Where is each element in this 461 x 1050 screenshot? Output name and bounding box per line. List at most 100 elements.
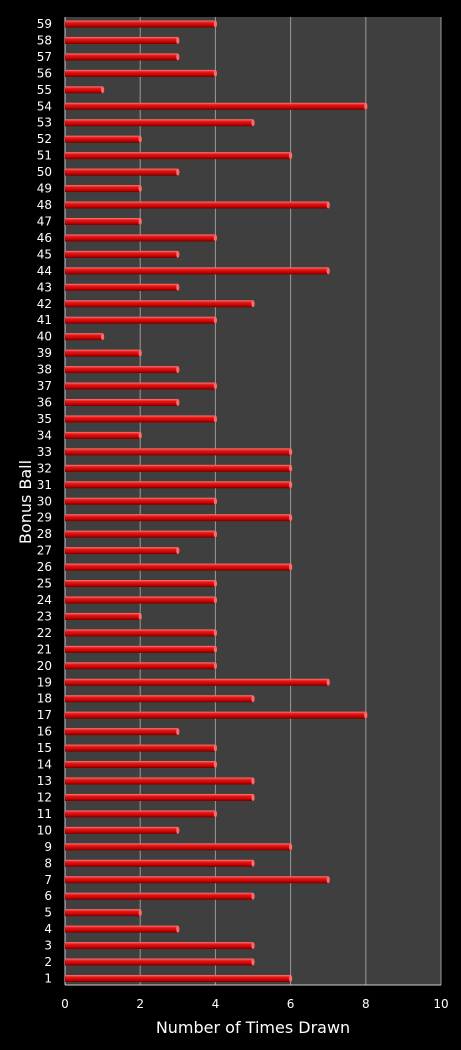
bar-cap bbox=[213, 596, 217, 604]
y-tick-label: 17 bbox=[37, 708, 52, 722]
bar-body bbox=[65, 267, 329, 275]
bar-cap bbox=[213, 69, 217, 77]
bar bbox=[65, 826, 180, 834]
bar-body bbox=[65, 925, 178, 933]
bar-body bbox=[65, 69, 216, 77]
bar-cap bbox=[176, 399, 180, 407]
bar bbox=[65, 744, 217, 752]
bar-body bbox=[65, 678, 329, 686]
y-tick-label: 16 bbox=[37, 725, 52, 739]
bar-body bbox=[65, 876, 329, 884]
bar bbox=[65, 201, 330, 209]
y-tick-label: 46 bbox=[37, 231, 52, 245]
bar-body bbox=[65, 629, 216, 637]
y-tick-label: 51 bbox=[37, 149, 52, 163]
bar-cap bbox=[176, 728, 180, 736]
bar-cap bbox=[213, 20, 217, 28]
bar bbox=[65, 86, 105, 94]
bar bbox=[65, 152, 293, 160]
bar-cap bbox=[176, 36, 180, 44]
x-tick-label: 8 bbox=[362, 997, 370, 1011]
y-axis-label: Bonus Ball bbox=[16, 460, 35, 544]
bar-body bbox=[65, 283, 178, 291]
bar-cap bbox=[289, 975, 293, 982]
bar-cap bbox=[213, 810, 217, 818]
bar bbox=[65, 431, 142, 439]
bar bbox=[65, 53, 180, 61]
y-tick-label: 47 bbox=[37, 214, 52, 228]
x-tick-label: 4 bbox=[212, 997, 220, 1011]
bar bbox=[65, 234, 217, 242]
bar-body bbox=[65, 366, 178, 374]
bar bbox=[65, 168, 180, 176]
bar-cap bbox=[364, 711, 368, 719]
y-tick-label: 20 bbox=[37, 659, 52, 673]
bar-cap bbox=[251, 793, 255, 801]
bar-cap bbox=[289, 448, 293, 456]
bar-cap bbox=[289, 843, 293, 851]
bar bbox=[65, 645, 217, 653]
bar-body bbox=[65, 580, 216, 588]
bar-body bbox=[65, 612, 141, 620]
bar-cap bbox=[213, 316, 217, 324]
y-tick-label: 34 bbox=[37, 428, 52, 442]
bar-body bbox=[65, 168, 178, 176]
y-tick-label: 24 bbox=[37, 593, 52, 607]
bar-cap bbox=[213, 744, 217, 752]
bar bbox=[65, 563, 293, 571]
y-tick-label: 56 bbox=[37, 66, 52, 80]
bar-body bbox=[65, 843, 291, 851]
bar-body bbox=[65, 415, 216, 423]
bar bbox=[65, 876, 330, 884]
bar-body bbox=[65, 481, 291, 489]
bar-cap bbox=[213, 761, 217, 769]
bar-cap bbox=[138, 135, 142, 143]
bar bbox=[65, 448, 293, 456]
bar bbox=[65, 547, 180, 555]
y-tick-label: 41 bbox=[37, 313, 52, 327]
bar-cap bbox=[138, 909, 142, 917]
bar-cap bbox=[364, 102, 368, 110]
y-tick-label: 18 bbox=[37, 692, 52, 706]
y-tick-label: 10 bbox=[37, 823, 52, 837]
y-tick-label: 53 bbox=[37, 116, 52, 130]
bar-body bbox=[65, 36, 178, 44]
bar bbox=[65, 250, 180, 258]
y-tick-label: 27 bbox=[37, 544, 52, 558]
bar bbox=[65, 415, 217, 423]
bar bbox=[65, 925, 180, 933]
y-tick-label: 13 bbox=[37, 774, 52, 788]
bar bbox=[65, 36, 180, 44]
y-tick-label: 55 bbox=[37, 83, 52, 97]
y-tick-label: 58 bbox=[37, 33, 52, 47]
bar bbox=[65, 695, 255, 703]
bar bbox=[65, 662, 217, 670]
bar-body bbox=[65, 793, 253, 801]
bar-body bbox=[65, 20, 216, 28]
y-tick-label: 32 bbox=[37, 461, 52, 475]
bar bbox=[65, 793, 255, 801]
y-tick-label: 15 bbox=[37, 741, 52, 755]
bar bbox=[65, 464, 293, 472]
bar bbox=[65, 612, 142, 620]
bar-body bbox=[65, 431, 141, 439]
bar-cap bbox=[251, 859, 255, 867]
bar bbox=[65, 678, 330, 686]
bar bbox=[65, 69, 217, 77]
bar-body bbox=[65, 399, 178, 407]
y-tick-label: 45 bbox=[37, 247, 52, 261]
bar bbox=[65, 366, 180, 374]
y-tick-label: 42 bbox=[37, 297, 52, 311]
bar-body bbox=[65, 761, 216, 769]
bar bbox=[65, 135, 142, 143]
bar bbox=[65, 530, 217, 538]
y-tick-label: 57 bbox=[37, 50, 52, 64]
bar bbox=[65, 316, 217, 324]
y-tick-label: 36 bbox=[37, 396, 52, 410]
bar bbox=[65, 711, 368, 719]
y-tick-label: 59 bbox=[37, 17, 52, 31]
bar-cap bbox=[213, 580, 217, 588]
y-tick-label: 39 bbox=[37, 346, 52, 360]
bar bbox=[65, 185, 142, 193]
